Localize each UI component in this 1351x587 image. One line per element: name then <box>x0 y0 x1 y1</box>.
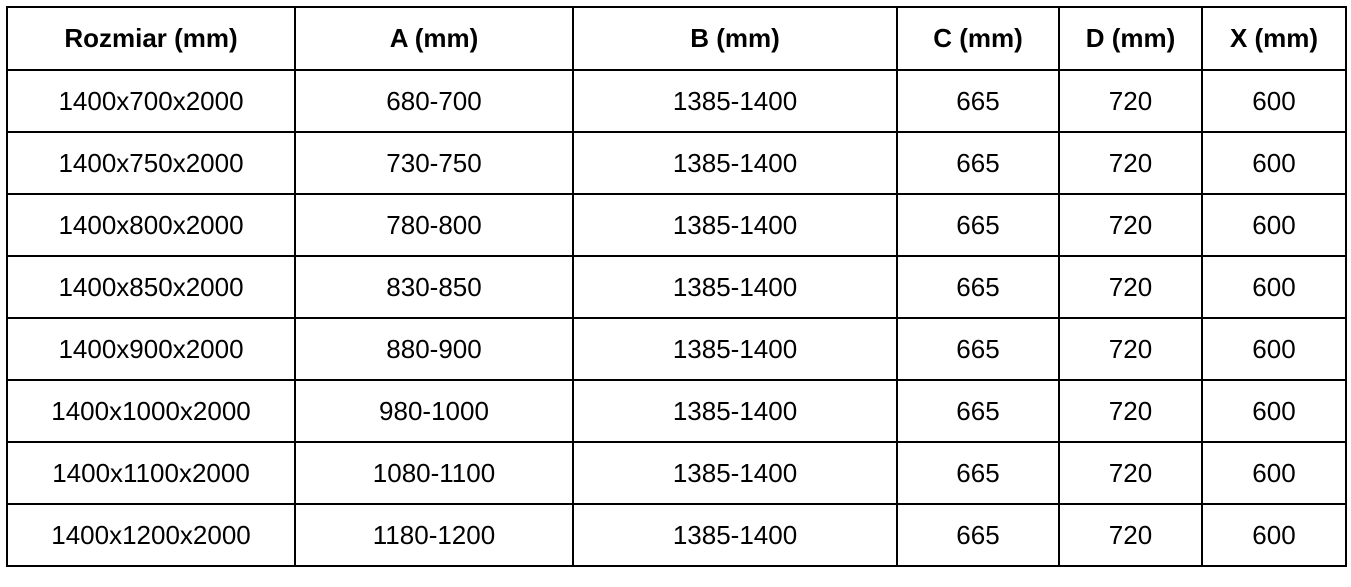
cell-x: 600 <box>1201 193 1347 257</box>
column-header-b: B (mm) <box>572 6 898 71</box>
cell-x: 600 <box>1201 441 1347 505</box>
cell-size: 1400x1100x2000 <box>6 441 296 505</box>
cell-a: 980-1000 <box>294 379 574 443</box>
table-row: 1400x850x2000 830-850 1385-1400 665 720 600 <box>6 255 1347 319</box>
cell-b: 1385-1400 <box>572 69 898 133</box>
cell-a: 1180-1200 <box>294 503 574 567</box>
column-header-size: Rozmiar (mm) <box>6 6 296 71</box>
cell-size: 1400x750x2000 <box>6 131 296 195</box>
cell-a: 680-700 <box>294 69 574 133</box>
cell-size: 1400x700x2000 <box>6 69 296 133</box>
cell-c: 665 <box>896 131 1060 195</box>
cell-a: 830-850 <box>294 255 574 319</box>
cell-b: 1385-1400 <box>572 131 898 195</box>
column-header-d: D (mm) <box>1058 6 1203 71</box>
column-header-x: X (mm) <box>1201 6 1347 71</box>
cell-b: 1385-1400 <box>572 379 898 443</box>
cell-d: 720 <box>1058 441 1203 505</box>
cell-c: 665 <box>896 255 1060 319</box>
table-row: 1400x800x2000 780-800 1385-1400 665 720 600 <box>6 193 1347 257</box>
cell-c: 665 <box>896 441 1060 505</box>
cell-d: 720 <box>1058 379 1203 443</box>
cell-size: 1400x850x2000 <box>6 255 296 319</box>
cell-c: 665 <box>896 379 1060 443</box>
cell-d: 720 <box>1058 193 1203 257</box>
cell-b: 1385-1400 <box>572 441 898 505</box>
cell-d: 720 <box>1058 131 1203 195</box>
column-header-c: C (mm) <box>896 6 1060 71</box>
cell-x: 600 <box>1201 255 1347 319</box>
cell-d: 720 <box>1058 69 1203 133</box>
column-header-a: A (mm) <box>294 6 574 71</box>
cell-a: 730-750 <box>294 131 574 195</box>
cell-a: 780-800 <box>294 193 574 257</box>
cell-d: 720 <box>1058 317 1203 381</box>
cell-x: 600 <box>1201 317 1347 381</box>
cell-x: 600 <box>1201 131 1347 195</box>
cell-d: 720 <box>1058 503 1203 567</box>
dimensions-table: Rozmiar (mm) A (mm) B (mm) C (mm) D (mm) X (m… <box>6 6 1347 567</box>
cell-c: 665 <box>896 193 1060 257</box>
header-row: Rozmiar (mm) A (mm) B (mm) C (mm) D (mm) X (m… <box>6 6 1347 71</box>
cell-c: 665 <box>896 503 1060 567</box>
cell-a: 1080-1100 <box>294 441 574 505</box>
cell-b: 1385-1400 <box>572 317 898 381</box>
cell-b: 1385-1400 <box>572 193 898 257</box>
cell-x: 600 <box>1201 69 1347 133</box>
table-row: 1400x1100x2000 1080-1100 1385-1400 665 720 60… <box>6 441 1347 505</box>
cell-c: 665 <box>896 317 1060 381</box>
cell-x: 600 <box>1201 503 1347 567</box>
cell-size: 1400x900x2000 <box>6 317 296 381</box>
cell-size: 1400x1000x2000 <box>6 379 296 443</box>
table-row: 1400x1000x2000 980-1000 1385-1400 665 720 600 <box>6 379 1347 443</box>
cell-b: 1385-1400 <box>572 503 898 567</box>
table-row: 1400x900x2000 880-900 1385-1400 665 720 600 <box>6 317 1347 381</box>
cell-d: 720 <box>1058 255 1203 319</box>
cell-size: 1400x1200x2000 <box>6 503 296 567</box>
cell-size: 1400x800x2000 <box>6 193 296 257</box>
cell-c: 665 <box>896 69 1060 133</box>
cell-b: 1385-1400 <box>572 255 898 319</box>
cell-x: 600 <box>1201 379 1347 443</box>
table-row: 1400x700x2000 680-700 1385-1400 665 720 600 <box>6 69 1347 133</box>
table-row: 1400x1200x2000 1180-1200 1385-1400 665 720 60… <box>6 503 1347 567</box>
table-row: 1400x750x2000 730-750 1385-1400 665 720 600 <box>6 131 1347 195</box>
cell-a: 880-900 <box>294 317 574 381</box>
